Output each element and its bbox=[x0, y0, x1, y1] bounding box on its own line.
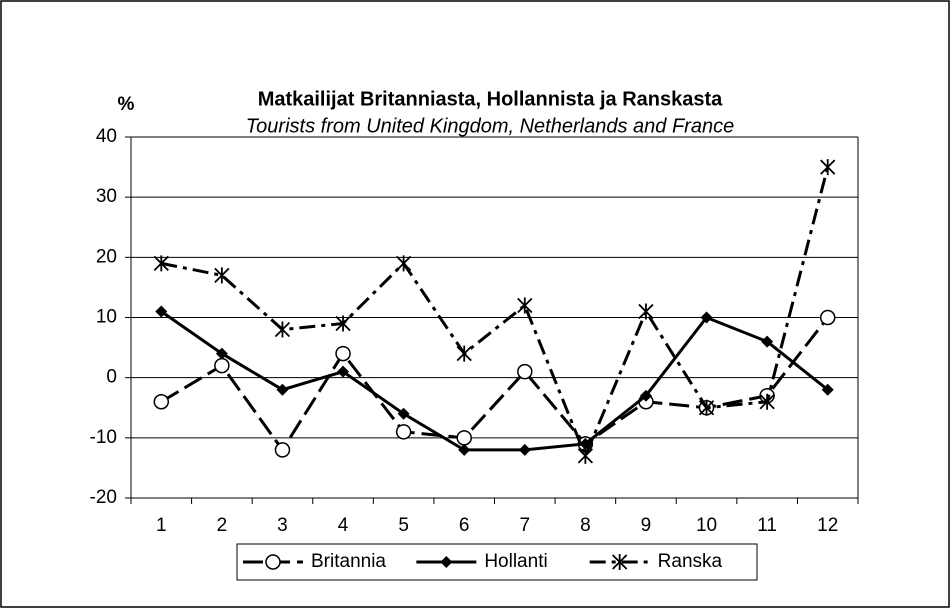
marker bbox=[820, 159, 836, 176]
marker bbox=[440, 556, 453, 568]
legend-label: Britannia bbox=[311, 551, 386, 572]
y-tick-label: 20 bbox=[96, 246, 117, 267]
x-tick-label: 2 bbox=[217, 515, 228, 536]
marker bbox=[458, 443, 471, 456]
marker bbox=[274, 321, 291, 338]
x-tick-label: 7 bbox=[520, 515, 531, 536]
y-axis-label: % bbox=[118, 94, 135, 115]
marker bbox=[821, 383, 834, 396]
marker bbox=[612, 554, 628, 570]
x-tick-label: 11 bbox=[757, 515, 777, 536]
marker bbox=[335, 345, 351, 362]
marker bbox=[274, 442, 291, 458]
y-tick-label: 30 bbox=[96, 186, 117, 207]
x-tick-label: 8 bbox=[580, 515, 591, 536]
marker bbox=[215, 347, 228, 360]
marker bbox=[639, 389, 652, 402]
series-line bbox=[160, 166, 830, 460]
marker bbox=[759, 393, 775, 410]
series-line bbox=[160, 316, 829, 453]
marker bbox=[819, 309, 836, 326]
marker bbox=[517, 363, 533, 380]
chart-subtitle: Tourists from United Kingdom, Netherland… bbox=[246, 115, 734, 137]
marker bbox=[698, 399, 715, 416]
marker bbox=[395, 255, 412, 272]
marker bbox=[265, 554, 281, 570]
marker bbox=[335, 315, 351, 332]
y-tick-label: -20 bbox=[90, 487, 117, 508]
marker bbox=[214, 267, 230, 284]
marker bbox=[153, 393, 170, 410]
y-tick-label: -10 bbox=[90, 427, 117, 448]
marker bbox=[395, 424, 412, 440]
x-tick-label: 10 bbox=[696, 515, 717, 536]
legend-label: Hollanti bbox=[484, 551, 547, 572]
x-tick-label: 5 bbox=[398, 515, 409, 536]
marker bbox=[577, 447, 594, 464]
marker bbox=[276, 383, 289, 396]
legend-box bbox=[236, 543, 758, 581]
y-tick-label: 10 bbox=[96, 307, 117, 328]
marker bbox=[397, 407, 410, 420]
marker bbox=[456, 345, 472, 362]
marker bbox=[456, 430, 472, 446]
marker bbox=[153, 255, 169, 272]
marker bbox=[337, 365, 350, 378]
x-tick-label: 1 bbox=[156, 515, 167, 536]
chart-title: Matkailijat Britanniasta, Hollannista ja… bbox=[258, 88, 723, 110]
marker bbox=[700, 311, 713, 324]
marker bbox=[761, 335, 774, 348]
x-tick-label: 4 bbox=[338, 515, 349, 536]
marker bbox=[155, 305, 168, 318]
x-tick-label: 3 bbox=[277, 515, 288, 536]
x-tick-label: 12 bbox=[817, 515, 838, 536]
x-tick-label: 6 bbox=[459, 515, 470, 536]
series-line bbox=[160, 310, 829, 452]
marker bbox=[517, 297, 533, 314]
y-tick-label: 0 bbox=[106, 367, 117, 388]
legend-label: Ranska bbox=[658, 551, 723, 572]
marker bbox=[638, 303, 654, 320]
x-tick-label: 9 bbox=[641, 515, 652, 536]
marker bbox=[518, 443, 531, 456]
y-tick-label: 40 bbox=[96, 126, 117, 147]
marker bbox=[214, 357, 230, 374]
